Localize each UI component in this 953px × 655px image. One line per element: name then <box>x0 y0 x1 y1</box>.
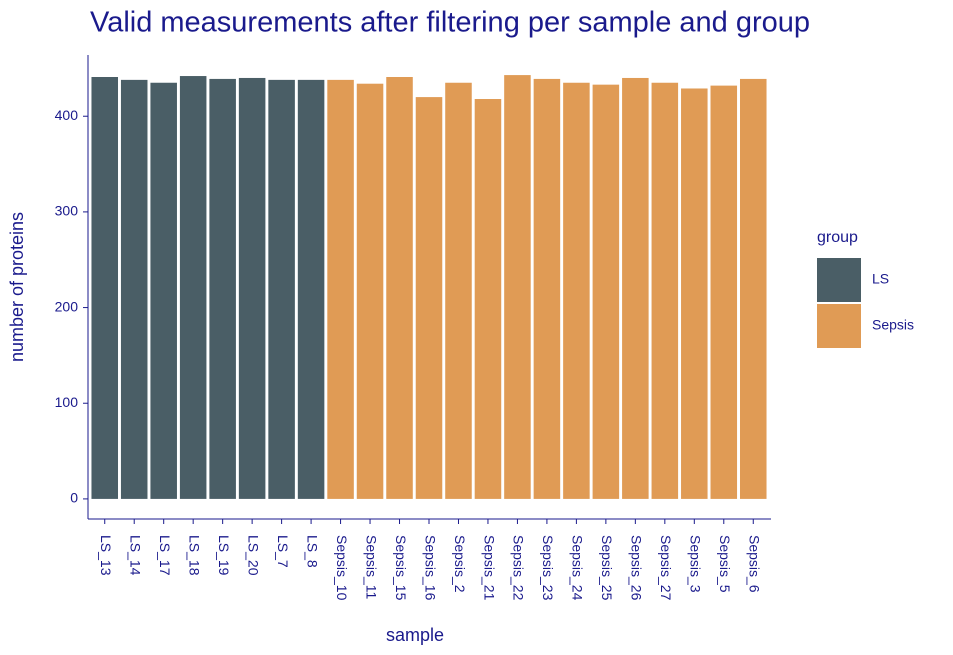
bar <box>327 79 354 499</box>
bar <box>681 88 708 499</box>
y-tick-label: 100 <box>55 394 79 410</box>
bar <box>297 79 325 499</box>
x-tick-label: LS_8 <box>304 535 320 568</box>
x-tick-label: Sepsis_27 <box>658 535 674 601</box>
chart-title: Valid measurements after filtering per s… <box>90 7 810 39</box>
bar <box>415 97 443 499</box>
x-axis-title: sample <box>386 625 444 645</box>
bar <box>739 78 767 499</box>
x-tick-label: LS_20 <box>245 535 261 576</box>
x-tick-label: Sepsis_21 <box>481 535 497 601</box>
bar <box>150 82 177 499</box>
bar <box>386 77 413 499</box>
x-tick-label: Sepsis_10 <box>334 535 350 601</box>
x-tick-label: Sepsis_24 <box>570 535 586 601</box>
bar <box>120 79 148 499</box>
x-tick-label: Sepsis_23 <box>540 535 556 601</box>
legend-label: Sepsis <box>872 317 914 333</box>
legend-key <box>817 304 861 348</box>
bar <box>533 78 561 499</box>
bar <box>179 76 207 499</box>
bar <box>268 79 295 499</box>
x-tick-label: LS_18 <box>186 535 202 576</box>
bar <box>91 77 119 499</box>
y-tick-label: 0 <box>70 490 78 506</box>
x-tick-label: Sepsis_2 <box>452 535 468 593</box>
bar <box>563 82 590 499</box>
bar <box>209 78 236 499</box>
legend-title: group <box>817 229 858 246</box>
bar <box>710 85 738 499</box>
x-tick-label: Sepsis_3 <box>688 535 704 593</box>
x-tick-label: Sepsis_25 <box>599 535 615 601</box>
y-tick-label: 400 <box>55 107 79 123</box>
x-tick-label: LS_7 <box>275 535 291 568</box>
legend-label: LS <box>872 271 889 287</box>
bar <box>445 82 472 499</box>
x-tick-label: LS_17 <box>157 535 173 576</box>
bar <box>238 77 266 499</box>
legend-key <box>817 258 861 302</box>
x-tick-label: LS_19 <box>216 535 232 576</box>
x-tick-label: Sepsis_11 <box>363 535 379 600</box>
y-tick-label: 200 <box>55 298 79 314</box>
x-tick-label: LS_13 <box>98 535 114 576</box>
x-tick-label: Sepsis_22 <box>511 535 527 601</box>
bar <box>592 84 620 499</box>
x-tick-label: Sepsis_5 <box>717 535 733 593</box>
x-tick-label: Sepsis_26 <box>629 535 645 601</box>
bar <box>474 99 502 499</box>
x-tick-label: Sepsis_6 <box>747 535 763 593</box>
x-tick-label: Sepsis_16 <box>422 535 438 601</box>
bar <box>622 77 649 499</box>
y-tick-label: 300 <box>55 203 79 219</box>
bar <box>651 82 679 499</box>
x-tick-label: Sepsis_15 <box>393 535 409 601</box>
x-tick-label: LS_14 <box>128 535 144 576</box>
y-axis-title: number of proteins <box>7 212 27 362</box>
bar <box>504 75 531 499</box>
bar <box>356 83 384 499</box>
